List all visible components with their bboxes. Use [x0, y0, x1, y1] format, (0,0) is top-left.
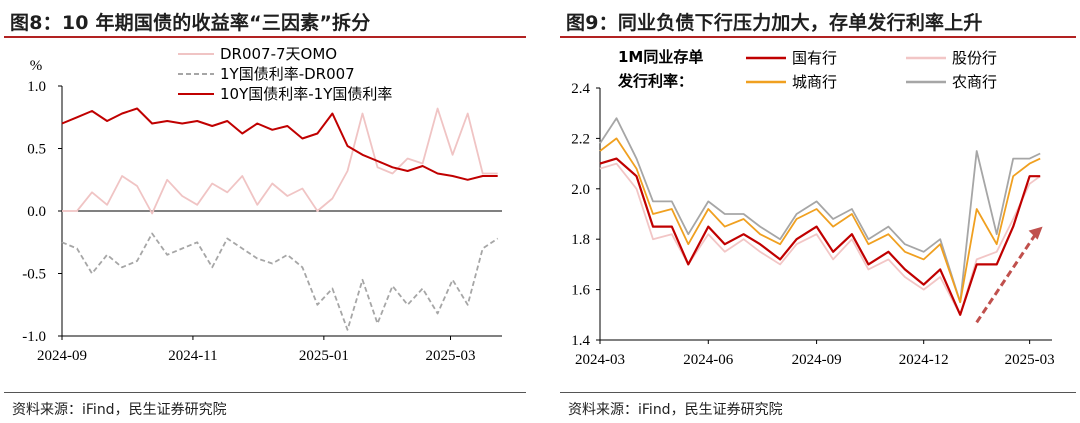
y-tick-label: 0.5	[27, 142, 46, 158]
x-tick-label: 2025-01	[299, 348, 349, 364]
y-tick-label: 1.6	[571, 283, 590, 299]
chart-panel-right: 图9：同业负债下行压力加大，存单发行利率上升 2.4 2.2 2.0 1.8 1.6 1.…	[556, 0, 1080, 423]
figure-title: 图9：同业负债下行压力加大，存单发行利率上升	[566, 12, 983, 34]
y-tick-label: 0.0	[27, 204, 46, 220]
x-tick-label: 2024-06	[683, 352, 733, 368]
y-tick-label: 2.2	[571, 131, 590, 147]
series-line-3	[599, 137, 1041, 304]
ncd-rate-chart: 2.4 2.2 2.0 1.8 1.6 1.4 2024-03 2024-06 2024-09 2…	[571, 48, 1055, 368]
trend-arrowhead	[1028, 226, 1043, 240]
source-note: 资料来源：iFind，民生证券研究院	[12, 402, 227, 418]
x-tick-label: 2024-09	[37, 348, 87, 364]
series-line-4	[599, 117, 1041, 304]
legend-label: 国有行	[792, 49, 837, 67]
y-tick-label: -0.5	[22, 267, 46, 283]
source-note: 资料来源：iFind，民生证券研究院	[568, 402, 783, 418]
figure-title: 图8：10 年期国债的收益率“三因素”拆分	[10, 12, 371, 34]
y-tick-label: 1.4	[571, 333, 590, 349]
y-tick-label: -1.0	[22, 329, 46, 345]
legend-title: 1M同业存单	[618, 48, 703, 66]
x-tick-label: 2025-03	[1005, 352, 1055, 368]
series-line-2	[599, 162, 1041, 316]
y-tick-label: 2.4	[571, 81, 590, 97]
legend-label: 股份行	[952, 49, 997, 67]
x-tick-label: 2024-12	[899, 352, 949, 368]
legend-label: 10Y国债利率-1Y国债利率	[220, 85, 392, 103]
legend-label: 城商行	[792, 73, 837, 91]
legend-label: 农商行	[952, 73, 997, 91]
y-tick-label: 1.8	[571, 232, 590, 248]
x-tick-label: 2025-03	[425, 348, 475, 364]
chart-panel-left: 图8：10 年期国债的收益率“三因素”拆分 % 1.0 0.5 0.0 -0.5 -1.0…	[0, 0, 530, 423]
source-divider	[4, 392, 526, 393]
x-tick-label: 2024-09	[792, 352, 842, 368]
yield-decomposition-chart: % 1.0 0.5 0.0 -0.5 -1.0 2024-09 2024-11 2025-01 2…	[22, 45, 502, 364]
legend-label: 1Y国债利率-DR007	[220, 65, 355, 83]
legend-label: DR007-7天OMO	[220, 45, 337, 63]
y-axis-unit: %	[30, 58, 43, 74]
title-divider	[560, 36, 1076, 38]
series-line-2	[61, 232, 499, 331]
x-tick-label: 2024-11	[168, 348, 217, 364]
title-divider	[4, 36, 526, 38]
series-line-1	[599, 157, 1041, 316]
trend-arrow	[975, 231, 1038, 324]
series-line-1	[62, 107, 498, 215]
y-tick-label: 2.0	[571, 182, 590, 198]
x-tick-label: 2024-03	[575, 352, 625, 368]
y-tick-label: 1.0	[27, 79, 46, 95]
legend-title-cont: 发行利率：	[617, 72, 693, 90]
source-divider	[560, 392, 1076, 393]
series-line-3	[61, 107, 498, 181]
